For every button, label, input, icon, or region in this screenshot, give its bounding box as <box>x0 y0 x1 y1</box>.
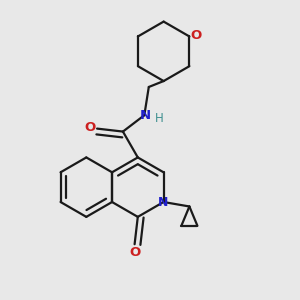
Text: O: O <box>190 29 201 42</box>
Text: O: O <box>84 121 95 134</box>
Text: O: O <box>129 246 140 259</box>
Text: N: N <box>140 109 151 122</box>
Text: N: N <box>158 196 169 208</box>
Text: H: H <box>155 112 164 125</box>
